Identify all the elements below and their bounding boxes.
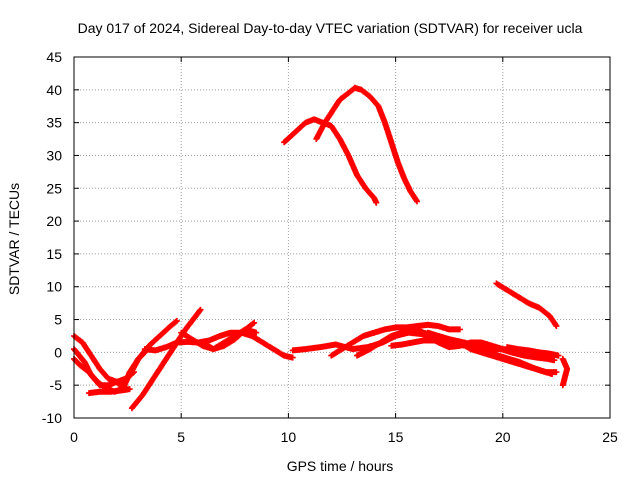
- data-series: [504, 344, 562, 359]
- data-series: [328, 321, 463, 359]
- data-point-markers: [559, 355, 571, 389]
- x-axis-label: GPS time / hours: [287, 458, 394, 474]
- y-tick-label: 35: [46, 115, 62, 131]
- y-axis-label: SDTVAR / TECUs: [6, 183, 22, 295]
- grid-lines: [74, 57, 610, 418]
- data-series: [313, 84, 420, 205]
- data-series: [559, 355, 571, 389]
- y-tick-label: 10: [46, 279, 62, 295]
- chart-title: Day 017 of 2024, Sidereal Day-to-day VTE…: [78, 20, 583, 36]
- x-tick-label: 20: [495, 429, 511, 445]
- y-tick-label: 20: [46, 213, 62, 229]
- y-tick-label: 30: [46, 147, 62, 163]
- data-series: [493, 280, 560, 330]
- data-point-markers: [313, 84, 420, 205]
- y-tick-label: -10: [42, 410, 62, 426]
- x-tick-label: 0: [70, 429, 78, 445]
- x-tick-label: 25: [602, 429, 618, 445]
- plot-frame: [73, 56, 611, 419]
- y-tick-label: 45: [46, 49, 62, 65]
- y-tick-label: 40: [46, 82, 62, 98]
- data-point-markers: [504, 344, 562, 359]
- data-point-markers: [199, 326, 260, 353]
- data-series: [199, 326, 260, 353]
- y-tick-label: 15: [46, 246, 62, 262]
- y-tick-label: -5: [50, 377, 63, 393]
- data-point-markers: [328, 321, 463, 359]
- data-point-markers: [414, 326, 517, 356]
- tick-labels: 0 5 10 15 20 25 -10 -5 0 5 10 15 20 25 30 35 40 45: [42, 49, 618, 445]
- x-tick-label: 15: [388, 429, 404, 445]
- y-tick-label: 0: [54, 344, 62, 360]
- x-tick-label: 5: [177, 429, 185, 445]
- y-tick-label: 5: [54, 312, 62, 328]
- data-series: [414, 326, 517, 356]
- data-point-markers: [424, 329, 560, 376]
- data-layer: [71, 84, 571, 412]
- data-point-markers: [493, 280, 560, 330]
- x-tick-label: 10: [281, 429, 297, 445]
- data-series: [424, 329, 560, 376]
- y-tick-label: 25: [46, 180, 62, 196]
